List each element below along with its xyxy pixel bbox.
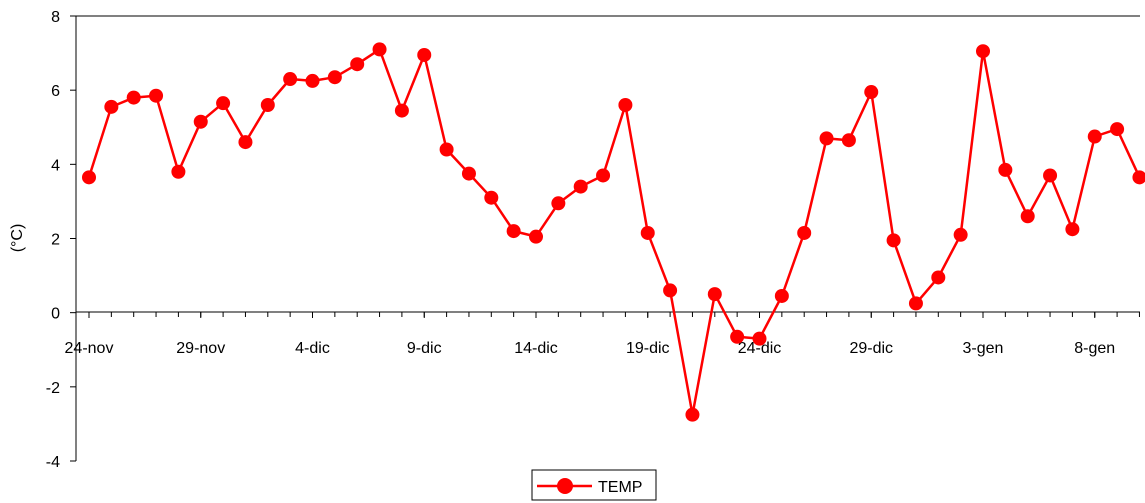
data-point: [640, 225, 655, 240]
legend-marker: [557, 478, 573, 494]
y-tick-label: 0: [51, 306, 60, 323]
data-point: [685, 407, 700, 422]
y-axis: 8 6 4 2 0 -2 -4: [46, 9, 1140, 471]
data-point: [1132, 170, 1145, 185]
data-point: [953, 227, 968, 242]
y-axis-title: (°C): [9, 224, 26, 253]
data-point: [283, 72, 298, 87]
data-point: [171, 164, 186, 179]
data-point: [439, 142, 454, 157]
data-point: [417, 47, 432, 62]
x-tick-label: 19-dic: [626, 340, 670, 357]
data-point: [618, 98, 633, 112]
y-tick-label: -4: [46, 454, 60, 471]
data-point: [931, 270, 946, 285]
data-point: [752, 331, 767, 346]
data-point: [819, 131, 834, 146]
data-point: [1110, 122, 1125, 137]
data-point: [506, 224, 521, 239]
y-tick-label: 6: [51, 83, 60, 100]
data-point: [1065, 222, 1080, 237]
x-tick-label: 14-dic: [514, 340, 558, 357]
data-point: [774, 288, 789, 303]
data-point: [394, 103, 409, 118]
data-point: [327, 70, 342, 85]
data-point: [797, 225, 812, 240]
data-point: [350, 57, 365, 72]
data-point: [260, 98, 275, 112]
x-tick-label: 24-dic: [738, 340, 782, 357]
data-point: [372, 42, 387, 57]
data-point: [976, 44, 990, 59]
data-point: [305, 73, 320, 88]
data-point: [216, 96, 231, 111]
x-tick-label: 9-dic: [407, 340, 442, 357]
data-point: [707, 287, 722, 302]
data-point: [461, 166, 476, 181]
data-point: [663, 283, 678, 298]
legend-label: TEMP: [598, 479, 642, 496]
data-point: [886, 233, 901, 248]
data-point: [149, 88, 164, 103]
legend: TEMP: [531, 469, 657, 501]
data-point: [730, 329, 745, 344]
data-point: [193, 114, 208, 129]
data-point: [1020, 209, 1035, 224]
x-tick-label: 29-nov: [176, 340, 225, 357]
data-point: [551, 196, 566, 211]
data-point: [573, 179, 588, 194]
series-layer: [82, 42, 1145, 422]
data-point: [238, 135, 253, 150]
y-tick-label: 4: [51, 157, 60, 174]
data-point: [126, 90, 141, 105]
data-point: [864, 85, 879, 100]
x-tick-label: 29-dic: [849, 340, 893, 357]
data-point: [82, 170, 96, 185]
data-point: [104, 99, 119, 114]
x-tick-label: 3-gen: [963, 340, 1004, 357]
data-point: [596, 168, 611, 183]
x-tick-label: 8-gen: [1074, 340, 1115, 357]
data-point: [1087, 129, 1102, 144]
data-point: [1043, 168, 1058, 183]
y-tick-label: 8: [51, 9, 60, 26]
data-point: [529, 229, 543, 244]
data-point: [998, 162, 1013, 177]
data-point: [841, 133, 856, 148]
x-tick-label: 4-dic: [295, 340, 330, 357]
series-line-temp: [87, 48, 1141, 416]
x-tick-label: 24-nov: [65, 340, 114, 357]
y-tick-label: -2: [46, 380, 60, 397]
y-tick-label: 2: [51, 232, 60, 249]
data-point: [484, 190, 499, 205]
data-point: [908, 296, 923, 311]
x-axis: 24-nov 29-nov 4-dic 9-dic 14-dic 19-dic 24-dic…: [65, 311, 1140, 357]
